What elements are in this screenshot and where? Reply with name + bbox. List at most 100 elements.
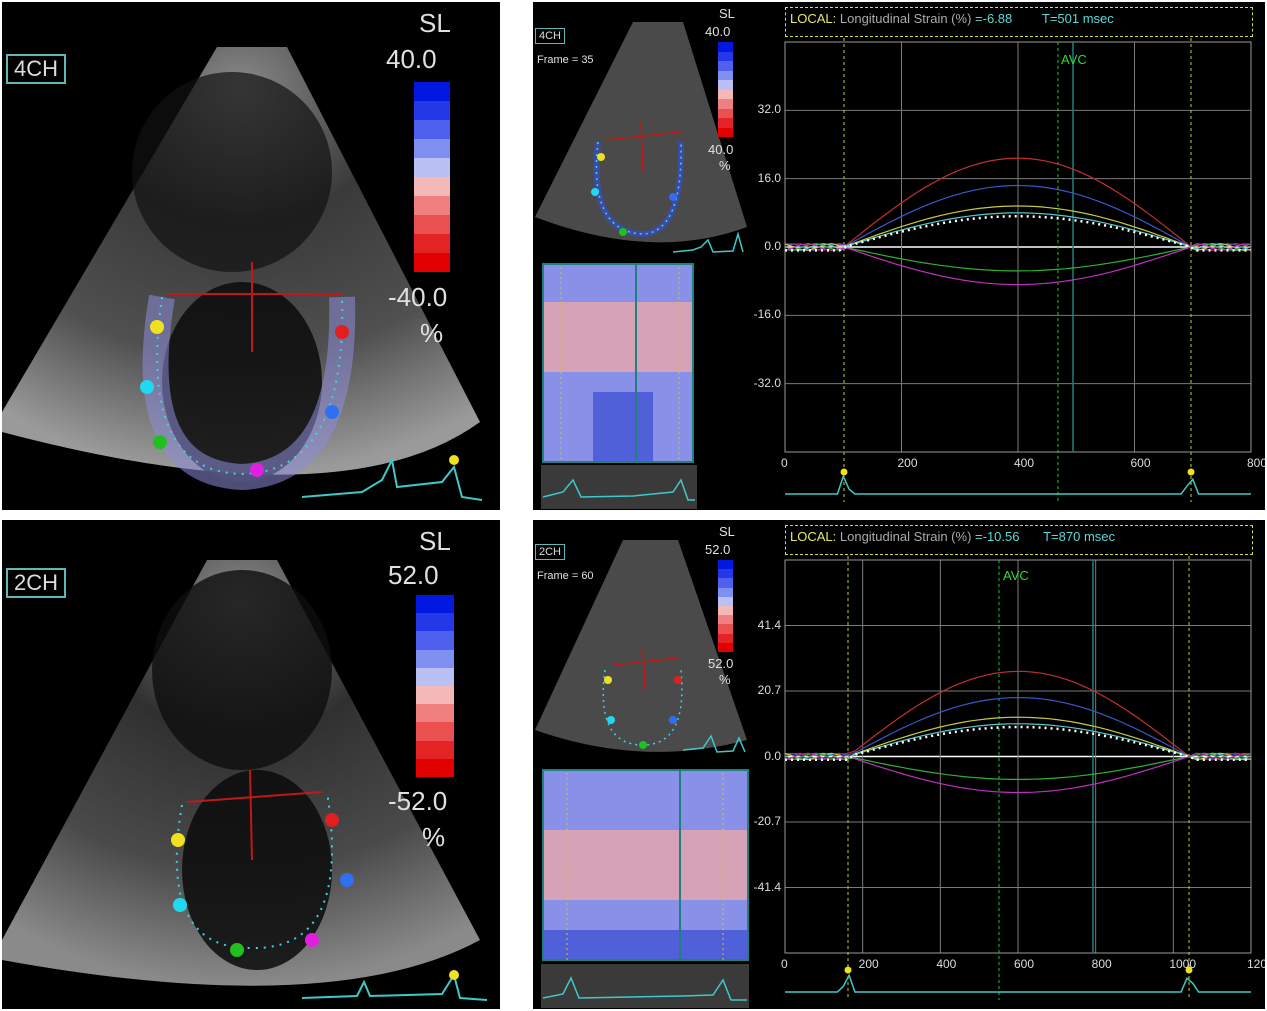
view-label-small: 4CH — [535, 28, 566, 44]
segment-strain-curve — [784, 696, 1252, 761]
scale-min-small: 40.0 — [708, 142, 734, 157]
y-tick-label: 0.0 — [764, 239, 781, 253]
color-scale-step — [414, 82, 450, 101]
ecg-marker — [1185, 966, 1193, 974]
color-scale-step — [718, 596, 733, 606]
color-scale-step — [416, 595, 454, 614]
scale-unit: % — [420, 318, 444, 348]
color-scale-step — [718, 624, 733, 634]
color-scale-step — [718, 605, 733, 616]
color-scale-step — [718, 578, 733, 588]
scale-label-small: SL — [719, 6, 735, 21]
color-scale-step — [718, 89, 733, 99]
ecg-marker — [1187, 468, 1195, 476]
scale-label: SL — [419, 8, 451, 38]
scale-label: SL — [419, 526, 451, 556]
y-tick-label: 16.0 — [757, 170, 781, 185]
scale-min: -52.0 — [388, 786, 448, 816]
x-tick-label: 0 — [781, 456, 788, 470]
segment-strain-curve — [784, 242, 1252, 286]
ecg-trace — [785, 973, 1251, 993]
x-tick-label: 800 — [1091, 957, 1112, 971]
scale-max: 52.0 — [388, 560, 439, 590]
scale-max-small: 40.0 — [705, 24, 731, 39]
strain-value: =-10.56 — [975, 529, 1020, 544]
color-scale-step — [718, 42, 733, 52]
view-label-small: 2CH — [535, 544, 566, 560]
strain-header: LOCAL: Longitudinal Strain (%) =-10.56 T… — [785, 525, 1253, 555]
scale-unit: % — [422, 822, 446, 852]
color-scale-step — [718, 61, 733, 71]
color-scale-step — [414, 215, 450, 234]
avc-label: AVC — [1061, 52, 1087, 67]
color-scale-step — [718, 108, 733, 118]
color-scale-step — [414, 234, 450, 253]
color-scale-step — [416, 613, 454, 632]
color-scale-step — [718, 118, 733, 128]
segment-strain-curve — [784, 184, 1252, 252]
strain-value: =-6.88 — [975, 11, 1013, 26]
segment-strain-curve — [784, 752, 1252, 780]
color-scale-step — [416, 704, 454, 723]
color-scale-step — [416, 740, 454, 759]
color-scale-step — [416, 758, 454, 777]
x-tick-label: 400 — [1014, 456, 1035, 470]
strain-panel-2ch: 2CH Frame = 60 SL 52.0 52.0 % LOCAL: Lon… — [533, 520, 1265, 1009]
x-tick-label: 800 — [1247, 456, 1265, 470]
local-label: LOCAL: — [790, 11, 837, 26]
color-scale-step — [414, 177, 450, 196]
color-scale-step — [718, 633, 733, 643]
color-scale-step — [414, 101, 450, 120]
strain-measure-name: Longitudinal Strain (%) — [839, 529, 972, 544]
scale-max-small: 52.0 — [705, 542, 731, 557]
color-scale-step — [718, 70, 733, 80]
color-scale-step — [414, 196, 450, 215]
echo-sector-2ch — [2, 560, 488, 1001]
global-strain-curve — [785, 725, 1251, 762]
time-value: T=501 msec — [1041, 11, 1114, 26]
strain-panel-graphics-2ch — [535, 540, 1252, 1008]
scale-unit-small: % — [719, 672, 731, 687]
view-label: 2CH — [6, 568, 67, 598]
x-tick-label: 400 — [936, 957, 957, 971]
color-scale-bar — [416, 595, 454, 777]
color-scale-step — [718, 560, 733, 570]
color-scale-step — [718, 99, 733, 109]
x-tick-label: 600 — [1014, 957, 1035, 971]
y-tick-label: 20.7 — [757, 683, 781, 697]
color-scale-step — [414, 139, 450, 158]
y-tick-label: 0.0 — [764, 748, 781, 763]
segment-strain-curve — [784, 157, 1252, 252]
echo-sector-4ch — [2, 47, 483, 501]
strain-panel-4ch: 4CH Frame = 35 SL 40.0 40.0 % LOCAL: Lon… — [533, 2, 1265, 510]
scale-max: 40.0 — [386, 44, 437, 74]
ecg-trace — [785, 474, 1251, 495]
x-tick-label: 200 — [897, 456, 918, 470]
local-label: LOCAL: — [790, 529, 837, 544]
segment-strain-curve — [784, 242, 1252, 272]
color-scale-step — [416, 649, 454, 668]
ecg-marker — [844, 966, 852, 974]
color-scale-step — [718, 127, 733, 137]
y-tick-label: -20.7 — [753, 814, 781, 828]
color-scale-step — [718, 615, 733, 625]
strain-header: LOCAL: Longitudinal Strain (%) =-6.88 T=… — [785, 7, 1253, 37]
scale-min: -40.0 — [388, 282, 448, 312]
segment-strain-curve — [784, 716, 1252, 761]
color-scale-step — [414, 120, 450, 139]
y-tick-label: 32.0 — [757, 102, 781, 117]
x-tick-label: 1000 — [1169, 957, 1197, 971]
x-tick-label: 200 — [858, 957, 879, 971]
x-tick-label: 1200 — [1247, 957, 1265, 971]
color-scale-step — [416, 722, 454, 741]
y-tick-label: -41.4 — [753, 879, 781, 894]
frame-label: Frame = 60 — [537, 570, 594, 582]
echo-image-2ch: 2CH SL 52.0 -52.0 % — [2, 520, 500, 1009]
ecg-marker — [840, 468, 848, 476]
color-scale-step — [416, 631, 454, 650]
color-scale-bar-small — [718, 42, 733, 137]
scale-min-small: 52.0 — [708, 656, 734, 671]
echo-image-4ch: 4CH SL 40.0 -40.0 % — [2, 2, 500, 510]
time-value: T=870 msec — [1043, 529, 1116, 544]
color-scale-step — [416, 667, 454, 686]
